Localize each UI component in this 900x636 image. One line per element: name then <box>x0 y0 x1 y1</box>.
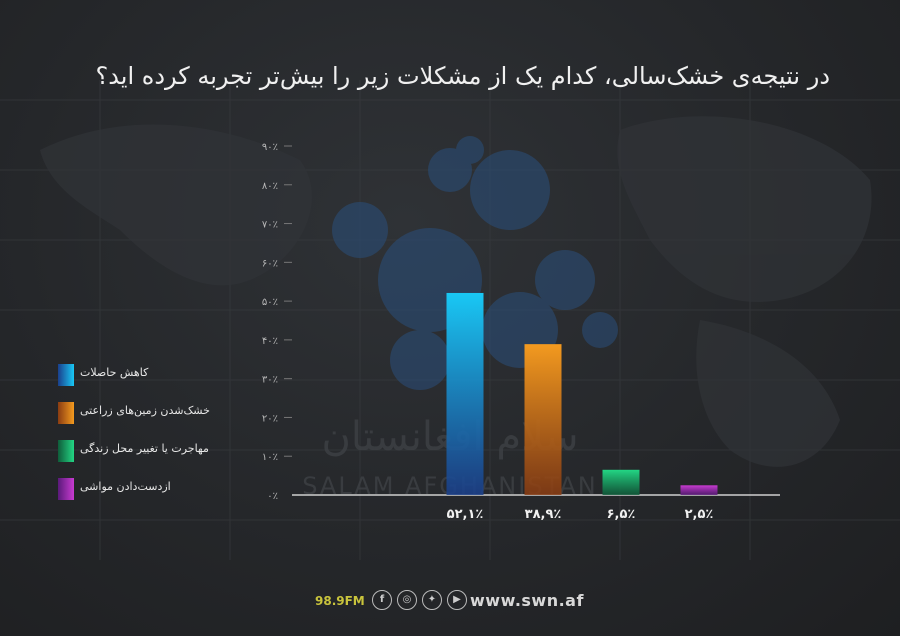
legend-swatch <box>58 440 74 462</box>
legend-item: ازدست‌دادن مواشی <box>58 478 258 502</box>
y-tick-label: ۰٪ <box>267 491 278 502</box>
legend-label: کاهش حاصلات <box>80 366 149 379</box>
y-tick-label: ۵۰٪ <box>262 297 278 308</box>
bar-value-label: ۲,۵٪ <box>685 507 714 522</box>
youtube-icon[interactable]: ▶ <box>447 590 467 610</box>
y-tick-label: ۷۰٪ <box>262 220 278 231</box>
y-tick-label: ۸۰٪ <box>262 181 278 192</box>
y-tick-label: ۹۰٪ <box>262 142 278 153</box>
legend-item: مهاجرت یا تغییر محل زندگی <box>58 440 258 464</box>
y-tick-label: ۶۰٪ <box>262 258 278 269</box>
twitter-icon[interactable]: ✦ <box>422 590 442 610</box>
legend-label: ازدست‌دادن مواشی <box>80 480 171 493</box>
bar <box>524 344 562 495</box>
instagram-icon[interactable]: ◎ <box>397 590 417 610</box>
y-tick-label: ۱۰٪ <box>262 452 278 463</box>
legend-swatch <box>58 364 74 386</box>
legend-item: کاهش حاصلات <box>58 364 258 388</box>
bar <box>446 292 484 495</box>
website-link[interactable]: www.swn.af <box>470 591 584 610</box>
legend-label: مهاجرت یا تغییر محل زندگی <box>80 442 209 455</box>
footer: 98.9FM f ◎ ✦ ▶ www.swn.af <box>300 590 620 614</box>
legend-swatch <box>58 402 74 424</box>
bar-value-label: ۳۸,۹٪ <box>525 507 562 522</box>
bar-value-label: ۵۲,۱٪ <box>447 507 484 522</box>
legend-label: خشک‌شدن زمین‌های زراعتی <box>80 404 210 417</box>
bar <box>680 485 718 495</box>
y-tick-label: ۳۰٪ <box>262 375 278 386</box>
facebook-icon[interactable]: f <box>372 590 392 610</box>
y-tick-label: ۲۰٪ <box>262 413 278 424</box>
legend-swatch <box>58 478 74 500</box>
page-title: در نتیجه‌ی خشک‌سالی، کدام یک از مشکلات ز… <box>95 62 830 90</box>
legend-item: خشک‌شدن زمین‌های زراعتی <box>58 402 258 426</box>
y-tick-label: ۴۰٪ <box>262 336 278 347</box>
bar <box>602 469 640 495</box>
bar-value-label: ۶,۵٪ <box>607 507 636 522</box>
radio-frequency: 98.9FM <box>315 594 365 608</box>
